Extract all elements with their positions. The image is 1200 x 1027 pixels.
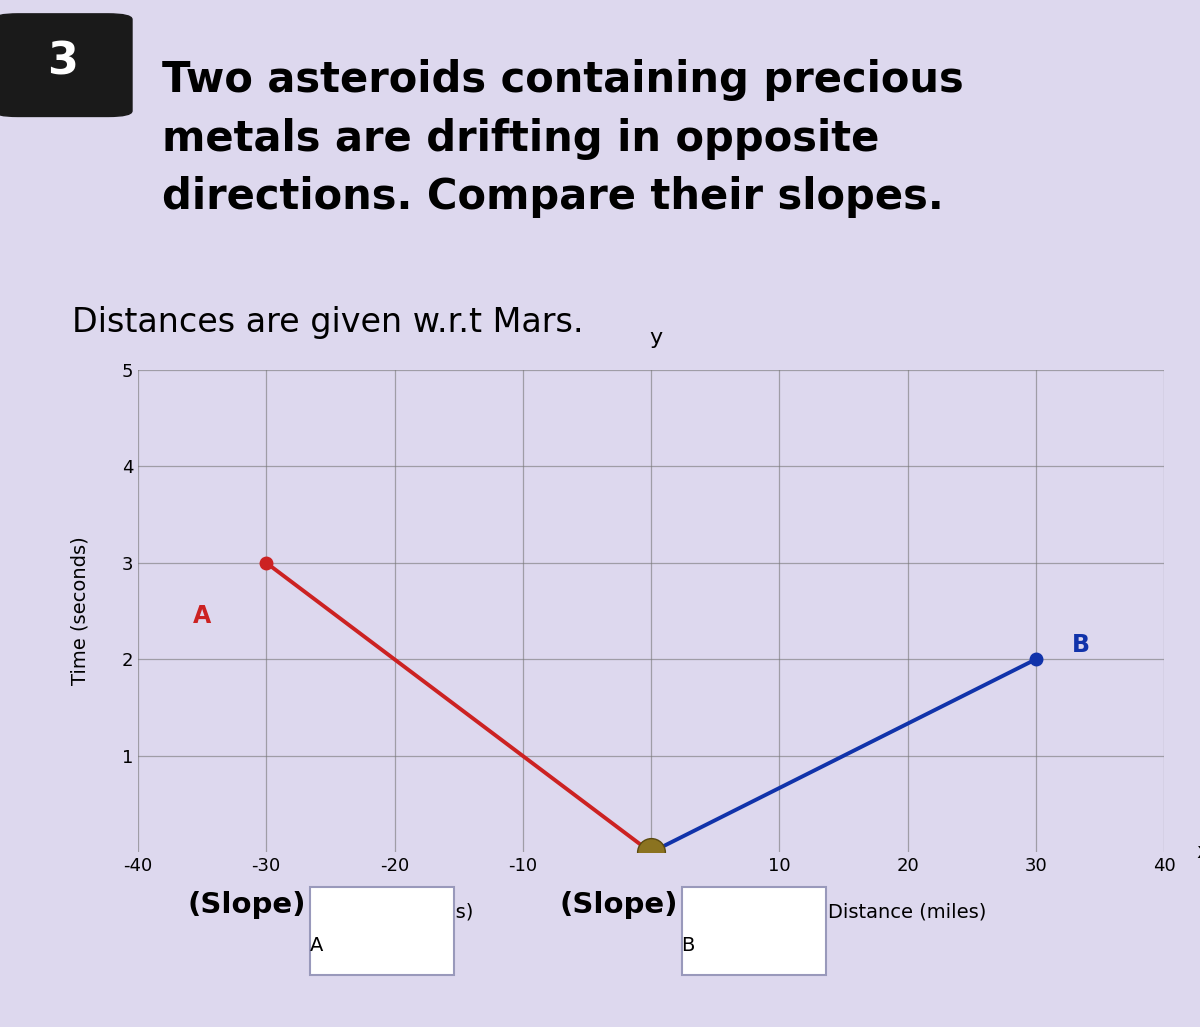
FancyBboxPatch shape <box>0 13 132 116</box>
FancyBboxPatch shape <box>682 887 826 975</box>
Text: A: A <box>193 604 211 627</box>
FancyBboxPatch shape <box>310 887 454 975</box>
Text: y: y <box>649 329 662 348</box>
Text: B: B <box>682 937 695 955</box>
Text: Distances are given w.r.t Mars.: Distances are given w.r.t Mars. <box>72 306 583 339</box>
Text: B: B <box>1072 633 1090 657</box>
Text: (Slope): (Slope) <box>559 890 678 919</box>
Text: (Slope): (Slope) <box>187 890 306 919</box>
Text: Distance (miles): Distance (miles) <box>828 903 986 921</box>
Text: 3: 3 <box>48 41 78 84</box>
Text: Two asteroids containing precious
metals are drifting in opposite
directions. Co: Two asteroids containing precious metals… <box>162 60 964 218</box>
Text: Distance (miles): Distance (miles) <box>316 903 474 921</box>
Text: x: x <box>1196 842 1200 863</box>
Text: Time (seconds): Time (seconds) <box>71 537 90 685</box>
Text: A: A <box>310 937 323 955</box>
